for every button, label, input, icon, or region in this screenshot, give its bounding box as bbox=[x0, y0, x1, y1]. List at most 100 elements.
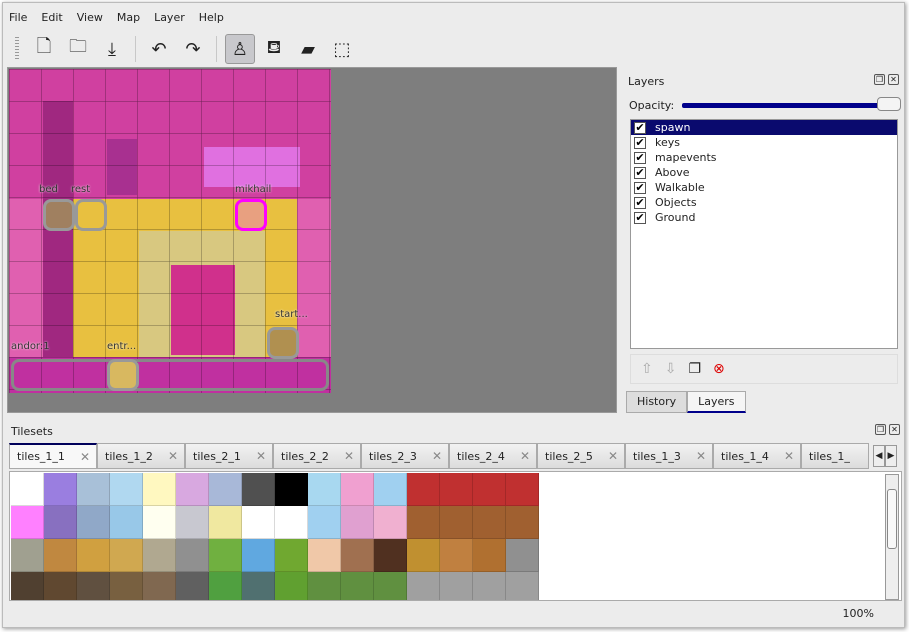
tile[interactable] bbox=[242, 473, 275, 506]
layer-row[interactable]: ✔ Objects bbox=[631, 195, 897, 210]
close-tab-icon[interactable]: ✕ bbox=[607, 449, 618, 463]
visibility-checkbox[interactable]: ✔ bbox=[634, 120, 646, 134]
scroll-right-icon[interactable]: ▶ bbox=[885, 445, 897, 467]
visibility-checkbox[interactable]: ✔ bbox=[634, 180, 646, 194]
duplicate-layer-icon[interactable]: ❐ bbox=[688, 361, 702, 377]
float-icon[interactable]: ❐ bbox=[874, 74, 885, 85]
tab-tiles_1_2[interactable]: tiles_1_2 ✕ bbox=[97, 443, 185, 469]
tile[interactable] bbox=[374, 506, 407, 539]
tile[interactable] bbox=[209, 473, 242, 506]
tile[interactable] bbox=[143, 539, 176, 572]
tile[interactable] bbox=[407, 572, 440, 600]
slider-handle[interactable] bbox=[877, 97, 901, 111]
tile[interactable] bbox=[473, 506, 506, 539]
layer-row[interactable]: ✔ Walkable bbox=[631, 180, 897, 195]
tile[interactable] bbox=[176, 473, 209, 506]
map-canvas[interactable]: bed rest mikhail start... andor:1 entr... bbox=[9, 69, 331, 393]
close-tab-icon[interactable]: ✕ bbox=[167, 449, 178, 463]
tile[interactable] bbox=[407, 473, 440, 506]
opacity-slider[interactable] bbox=[682, 97, 901, 111]
layer-row[interactable]: ✔ spawn bbox=[631, 120, 897, 135]
menu-layer[interactable]: Layer bbox=[154, 11, 185, 24]
tile[interactable] bbox=[143, 506, 176, 539]
bucket-fill-button[interactable]: ⛾ bbox=[259, 34, 289, 64]
tab-tiles_2_2[interactable]: tiles_2_2 ✕ bbox=[273, 443, 361, 469]
tab-history[interactable]: History bbox=[626, 391, 688, 413]
visibility-checkbox[interactable]: ✔ bbox=[634, 135, 646, 149]
tile[interactable] bbox=[440, 473, 473, 506]
tile[interactable] bbox=[275, 506, 308, 539]
tab-layers[interactable]: Layers bbox=[687, 391, 746, 413]
menu-edit[interactable]: Edit bbox=[41, 11, 63, 24]
tile[interactable] bbox=[506, 572, 539, 600]
tile[interactable] bbox=[374, 539, 407, 572]
close-tab-icon[interactable]: ✕ bbox=[519, 449, 530, 463]
tile[interactable] bbox=[407, 506, 440, 539]
layer-row[interactable]: ✔ mapevents bbox=[631, 150, 897, 165]
tile[interactable] bbox=[275, 473, 308, 506]
tile[interactable] bbox=[275, 539, 308, 572]
eraser-button[interactable]: ▰ bbox=[293, 34, 323, 64]
tab-tiles_1_[interactable]: tiles_1_ bbox=[801, 443, 869, 469]
tab-tiles_1_1[interactable]: tiles_1_1 ✕ bbox=[9, 443, 97, 469]
tile[interactable] bbox=[44, 539, 77, 572]
tile[interactable] bbox=[110, 506, 143, 539]
tile[interactable] bbox=[11, 506, 44, 539]
tile[interactable] bbox=[44, 572, 77, 600]
layer-row[interactable]: ✔ keys bbox=[631, 135, 897, 150]
tile[interactable] bbox=[11, 572, 44, 600]
tile[interactable] bbox=[110, 473, 143, 506]
tile[interactable] bbox=[110, 539, 143, 572]
tile[interactable] bbox=[506, 539, 539, 572]
menu-view[interactable]: View bbox=[76, 11, 103, 24]
tile[interactable] bbox=[341, 539, 374, 572]
delete-layer-icon[interactable]: ⊗ bbox=[713, 361, 725, 377]
new-button[interactable]: 🗋 bbox=[29, 34, 59, 64]
tile[interactable] bbox=[77, 473, 110, 506]
tab-tiles_2_4[interactable]: tiles_2_4 ✕ bbox=[449, 443, 537, 469]
tile[interactable] bbox=[440, 572, 473, 600]
tile[interactable] bbox=[11, 473, 44, 506]
tile[interactable] bbox=[143, 572, 176, 600]
tileset-view[interactable] bbox=[9, 471, 902, 601]
tile[interactable] bbox=[374, 473, 407, 506]
tile[interactable] bbox=[308, 506, 341, 539]
close-icon[interactable]: ✕ bbox=[889, 424, 900, 435]
tile[interactable] bbox=[176, 539, 209, 572]
close-tab-icon[interactable]: ✕ bbox=[343, 449, 354, 463]
stamp-brush-button[interactable]: ♙ bbox=[225, 34, 255, 64]
tile[interactable] bbox=[473, 473, 506, 506]
tile[interactable] bbox=[209, 506, 242, 539]
tile[interactable] bbox=[341, 473, 374, 506]
tile[interactable] bbox=[110, 572, 143, 600]
tab-tiles_2_1[interactable]: tiles_2_1 ✕ bbox=[185, 443, 273, 469]
tile[interactable] bbox=[308, 572, 341, 600]
tile[interactable] bbox=[473, 539, 506, 572]
tab-tiles_1_4[interactable]: tiles_1_4 ✕ bbox=[713, 443, 801, 469]
tile[interactable] bbox=[242, 572, 275, 600]
tile[interactable] bbox=[44, 473, 77, 506]
visibility-checkbox[interactable]: ✔ bbox=[634, 195, 646, 209]
vertical-scrollbar[interactable] bbox=[885, 474, 899, 600]
open-button[interactable]: 🗀 bbox=[63, 34, 93, 64]
tile[interactable] bbox=[440, 506, 473, 539]
tile[interactable] bbox=[176, 506, 209, 539]
map-view[interactable]: bed rest mikhail start... andor:1 entr... bbox=[7, 67, 617, 413]
tile[interactable] bbox=[242, 506, 275, 539]
move-layer-down-icon[interactable]: ⇩ bbox=[664, 361, 677, 377]
close-tab-icon[interactable]: ✕ bbox=[79, 449, 90, 464]
visibility-checkbox[interactable]: ✔ bbox=[634, 210, 646, 224]
tile[interactable] bbox=[275, 572, 308, 600]
tile[interactable] bbox=[308, 539, 341, 572]
tab-tiles_2_5[interactable]: tiles_2_5 ✕ bbox=[537, 443, 625, 469]
tile[interactable] bbox=[341, 572, 374, 600]
close-tab-icon[interactable]: ✕ bbox=[695, 449, 706, 463]
tile[interactable] bbox=[209, 572, 242, 600]
menu-help[interactable]: Help bbox=[198, 11, 224, 24]
save-button[interactable]: ⤓ bbox=[97, 34, 127, 64]
tile[interactable] bbox=[506, 506, 539, 539]
close-icon[interactable]: ✕ bbox=[888, 74, 899, 85]
close-tab-icon[interactable]: ✕ bbox=[255, 449, 266, 463]
layer-row[interactable]: ✔ Above bbox=[631, 165, 897, 180]
tile[interactable] bbox=[308, 473, 341, 506]
